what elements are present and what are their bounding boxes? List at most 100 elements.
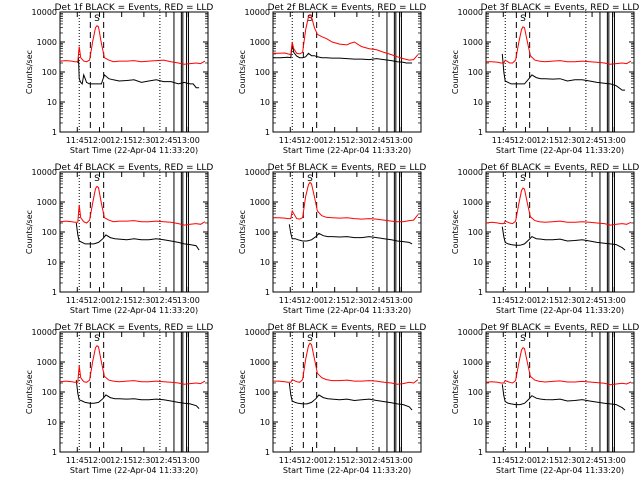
panel-title: Det 6f BLACK = Events, RED = LLD	[481, 163, 640, 173]
panel-title: Det 5f BLACK = Events, RED = LLD	[268, 163, 427, 173]
y-tick-label: 10	[47, 98, 57, 107]
segment-s-label: S	[307, 174, 313, 184]
x-tick-label: 13:00	[390, 136, 413, 145]
x-tick-label: 13:00	[177, 296, 200, 305]
segment-s-label: S	[520, 14, 526, 24]
y-tick-label: 1000	[250, 358, 270, 367]
series-line-lld	[59, 25, 206, 65]
y-tick-label: 1	[52, 448, 57, 457]
y-tick-label: 1	[265, 288, 270, 297]
plot-frame	[272, 331, 422, 453]
y-tick-label: 10000	[245, 8, 270, 17]
plot-frame	[485, 11, 635, 133]
series-line-lld	[486, 26, 632, 65]
x-tick-label: 12:30	[345, 136, 368, 145]
series-line-events	[77, 57, 200, 89]
y-axis-label: Counts/sec	[238, 50, 247, 94]
y-tick-label: 100	[42, 388, 57, 397]
detector-panel-5: Det 5f BLACK = Events, RED = LLD 1 10 100 10…	[238, 163, 426, 315]
x-tick-label: 12:00	[301, 136, 324, 145]
x-tick-label: 11:45	[492, 136, 515, 145]
x-axis-label: Start Time (22-Apr-04 11:33:20)	[496, 146, 624, 155]
y-tick-label: 1000	[463, 198, 483, 207]
x-tick-label: 12:30	[132, 296, 155, 305]
y-axis-label: Counts/sec	[238, 370, 247, 414]
y-tick-label: 10	[260, 418, 270, 427]
x-tick-label: 12:45	[368, 296, 391, 305]
x-tick-label: 12:15	[323, 136, 346, 145]
series-line-events	[75, 222, 200, 251]
y-tick-label: 10	[47, 258, 57, 267]
segment-s-label: S	[94, 14, 100, 24]
x-tick-label: 12:45	[155, 136, 178, 145]
detector-panel-7: Det 7f BLACK = Events, RED = LLD 1 10 100 10…	[25, 323, 213, 475]
series-line-events	[75, 380, 200, 409]
plot-frame	[59, 171, 209, 293]
x-tick-label: 13:00	[177, 136, 200, 145]
segment-s-label: S	[94, 174, 100, 184]
y-tick-label: 10	[260, 258, 270, 267]
series-line-lld	[485, 187, 632, 226]
x-tick-label: 12:30	[558, 296, 581, 305]
x-axis-label: Start Time (22-Apr-04 11:33:20)	[283, 466, 411, 475]
y-tick-label: 1000	[250, 38, 270, 47]
y-axis-label: Counts/sec	[25, 50, 34, 94]
x-tick-label: 11:45	[279, 456, 302, 465]
x-tick-label: 12:15	[536, 136, 559, 145]
series-line-lld	[273, 14, 419, 61]
plot-frame	[272, 11, 422, 133]
x-tick-label: 12:45	[368, 456, 391, 465]
y-tick-label: 100	[468, 228, 483, 237]
series-line-lld	[59, 185, 206, 226]
detector-panel-9: Det 9f BLACK = Events, RED = LLD 1 10 100 10…	[451, 323, 639, 475]
x-tick-label: 12:15	[110, 456, 133, 465]
panel-title: Det 1f BLACK = Events, RED = LLD	[55, 3, 214, 13]
x-axis-label: Start Time (22-Apr-04 11:33:20)	[283, 146, 411, 155]
x-tick-label: 13:00	[603, 136, 626, 145]
x-tick-label: 12:45	[581, 296, 604, 305]
y-tick-label: 10000	[458, 328, 483, 337]
y-tick-label: 10	[473, 418, 483, 427]
x-tick-label: 11:45	[279, 296, 302, 305]
x-tick-label: 12:30	[345, 456, 368, 465]
y-tick-label: 1000	[463, 358, 483, 367]
y-tick-label: 100	[255, 228, 270, 237]
y-tick-label: 1000	[463, 38, 483, 47]
y-tick-label: 1000	[250, 198, 270, 207]
y-tick-label: 1	[478, 448, 483, 457]
y-tick-label: 10000	[245, 168, 270, 177]
series-line-events	[501, 226, 626, 251]
y-tick-label: 10000	[458, 8, 483, 17]
detector-panel-6: Det 6f BLACK = Events, RED = LLD 1 10 100 10…	[451, 163, 639, 315]
y-axis-label: Counts/sec	[238, 210, 247, 254]
y-tick-label: 1	[265, 448, 270, 457]
series-line-events	[501, 384, 626, 411]
y-tick-label: 10	[473, 98, 483, 107]
x-tick-label: 11:45	[492, 296, 515, 305]
y-tick-label: 100	[468, 68, 483, 77]
x-tick-label: 12:45	[155, 456, 178, 465]
x-tick-label: 12:00	[514, 456, 537, 465]
series-line-events	[273, 43, 413, 64]
x-axis-label: Start Time (22-Apr-04 11:33:20)	[70, 146, 198, 155]
panel-title: Det 4f BLACK = Events, RED = LLD	[55, 163, 214, 173]
x-tick-label: 12:00	[514, 136, 537, 145]
x-tick-label: 11:45	[66, 136, 89, 145]
x-axis-label: Start Time (22-Apr-04 11:33:20)	[496, 306, 624, 315]
y-tick-label: 1	[52, 128, 57, 137]
y-tick-label: 1000	[37, 358, 57, 367]
x-tick-label: 12:15	[536, 456, 559, 465]
series-line-events	[288, 224, 413, 245]
x-tick-label: 12:15	[110, 296, 133, 305]
y-tick-label: 1000	[37, 38, 57, 47]
plot-frame	[59, 11, 209, 133]
x-tick-label: 13:00	[390, 296, 413, 305]
x-tick-label: 12:00	[88, 296, 111, 305]
x-tick-label: 12:45	[155, 296, 178, 305]
y-axis-label: Counts/sec	[451, 370, 460, 414]
panel-title: Det 3f BLACK = Events, RED = LLD	[481, 3, 640, 13]
x-axis-label: Start Time (22-Apr-04 11:33:20)	[70, 306, 198, 315]
x-axis-label: Start Time (22-Apr-04 11:33:20)	[283, 306, 411, 315]
y-tick-label: 10	[473, 258, 483, 267]
series-line-events	[288, 382, 413, 411]
